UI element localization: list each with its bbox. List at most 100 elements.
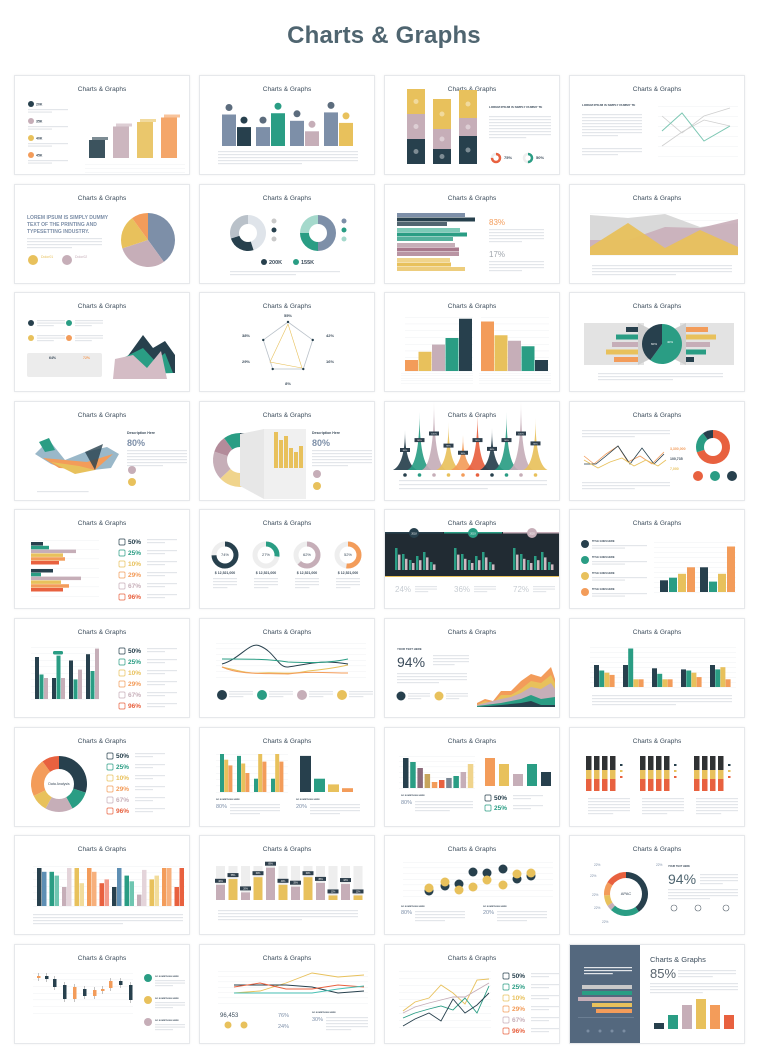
- slide-thumbnail[interactable]: Charts & Graphs Description Here 80%: [14, 400, 190, 501]
- slide-thumbnail[interactable]: Charts & Graphs: [14, 835, 190, 936]
- slide-thumbnail[interactable]: Charts & Graphs 55% 42% 16% 8% 29% 38%: [199, 292, 375, 393]
- svg-text:8%: 8%: [285, 381, 291, 386]
- svg-text:76%: 76%: [278, 1013, 289, 1019]
- svg-text:25%: 25%: [116, 764, 129, 771]
- slide-thumbnail[interactable]: Charts & Graphs 64% 72%: [14, 292, 190, 393]
- slide-thumbnail[interactable]: Charts & Graphs SO SOMETHING HERE 80% SO SO…: [199, 726, 375, 827]
- chart-graphic: [218, 101, 358, 165]
- slide-thumbnail[interactable]: Charts & Graphs: [569, 726, 745, 827]
- slide-title: Charts & Graphs: [632, 86, 682, 93]
- svg-text:50%: 50%: [512, 973, 525, 980]
- svg-text:22%: 22%: [592, 893, 599, 897]
- svg-text:50%: 50%: [494, 795, 507, 802]
- slide-thumbnail[interactable]: Charts & Graphs 74% $ 12,521,000 27% $ 12,52…: [199, 509, 375, 610]
- slide-thumbnail[interactable]: Charts & Graphs 3,300,000 100,735 7,000: [569, 400, 745, 501]
- chart-graphic: YOUR TEXT HERE 94%: [396, 647, 555, 707]
- svg-text:TYPESETTING INDUSTRY.: TYPESETTING INDUSTRY.: [27, 229, 90, 235]
- svg-text:7,000: 7,000: [670, 467, 679, 471]
- chart-graphic: 55% 42% 16% 8% 29% 38%: [242, 313, 334, 386]
- slide-thumbnail[interactable]: Charts & Graphs SO SOMETHING HERE 80% SO SO…: [384, 835, 560, 936]
- slide-thumbnail[interactable]: Charts & Graphs: [569, 183, 745, 284]
- chart-graphic: [216, 642, 373, 700]
- svg-text:100%: 100%: [518, 433, 524, 435]
- slide-thumbnail[interactable]: Charts & Graphs APAC 22% 22% 22% 22% 22% 22% YOU…: [569, 835, 745, 936]
- slide-thumbnail[interactable]: Charts & Graphs 96,453 76% 24% SO SOMETHING …: [199, 943, 375, 1044]
- slide-thumbnail[interactable]: Charts & Graphs 80% 90% 100% 90% 90% 90% 80% 90%…: [384, 400, 560, 501]
- slide-title: Charts & Graphs: [77, 628, 127, 636]
- svg-text:$ 12,521,000: $ 12,521,000: [338, 571, 358, 575]
- slide-thumbnail[interactable]: Charts & Graphs 50% 25% 10% 29% 67% 96%: [384, 943, 560, 1044]
- chart-graphic: 64% 72%: [27, 320, 175, 380]
- slide-thumbnail[interactable]: Charts & Graphs 2018 24% 2019 36% 2020 72%: [384, 509, 560, 610]
- svg-text:12%: 12%: [356, 892, 361, 894]
- chart-graphic: 83% 17%: [397, 212, 544, 271]
- slide-title: Charts & Graphs: [262, 628, 312, 636]
- slide-thumbnail[interactable]: Charts & Graphs 85%: [569, 943, 745, 1044]
- svg-text:100%: 100%: [431, 433, 437, 435]
- chart-graphic: 80% 90% 100% 90% 90% 90% 80% 90% 100% 90%: [393, 401, 548, 489]
- svg-text:96%: 96%: [512, 1028, 525, 1035]
- svg-text:80%: 80%: [490, 449, 494, 451]
- svg-text:50%: 50%: [128, 648, 141, 655]
- svg-text:16%: 16%: [326, 359, 334, 364]
- slide-thumbnail[interactable]: Charts & Graphs: [569, 617, 745, 718]
- slide-thumbnail[interactable]: Charts & Graphs YOUR TEXT HERE 94%: [384, 617, 560, 718]
- svg-text:35K: 35K: [36, 120, 43, 124]
- svg-text:2018: 2018: [411, 533, 417, 536]
- chart-graphic: [586, 755, 738, 814]
- slide-thumbnail[interactable]: Charts & Graphs: [199, 617, 375, 718]
- svg-text:25%: 25%: [512, 984, 525, 991]
- slide-title: Charts & Graphs: [447, 737, 497, 745]
- svg-text:90%: 90%: [461, 453, 465, 455]
- svg-text:80%: 80%: [401, 800, 412, 806]
- slide-title: Charts & Graphs: [632, 846, 682, 854]
- slide-thumbnail[interactable]: Charts & Graphs SO SOMETHING HERE 80% 50% 25…: [384, 726, 560, 827]
- svg-text:96%: 96%: [128, 594, 141, 601]
- svg-text:55%: 55%: [284, 313, 292, 318]
- chart-graphic: 50% 25% 10% 29% 67% 96%: [31, 539, 177, 601]
- svg-text:90%: 90%: [475, 440, 479, 442]
- slide-thumbnail[interactable]: Charts & Graphs SO SOMETHING HERE SO SOMET…: [14, 943, 190, 1044]
- slide-thumbnail[interactable]: Charts & Graphs 50% 25% 10% 29% 67% 96%: [14, 509, 190, 610]
- chart-graphic: 85%: [578, 966, 738, 1033]
- svg-text:$ 12,521,000: $ 12,521,000: [256, 571, 276, 575]
- svg-text:50%: 50%: [128, 539, 141, 546]
- slide-title: Charts & Graphs: [77, 737, 127, 745]
- svg-text:TITLE GOES HERE: TITLE GOES HERE: [592, 588, 615, 591]
- svg-text:Description Here: Description Here: [312, 431, 340, 435]
- svg-text:55%: 55%: [231, 875, 236, 877]
- slide-thumbnail[interactable]: Charts & Graphs 83% 17%: [384, 183, 560, 284]
- chart-graphic: TITLE GOES HERE TITLE GOES HERE TITLE GOES…: [581, 540, 736, 598]
- svg-text:29%: 29%: [512, 1006, 525, 1013]
- slide-thumbnail[interactable]: Charts & Graphs: [199, 75, 375, 175]
- svg-text:60%: 60%: [256, 873, 261, 875]
- slide-thumbnail[interactable]: Charts & Graphs 50% 25% 10% 29% 67% 96%: [14, 617, 190, 718]
- svg-text:17%: 17%: [489, 250, 505, 259]
- svg-text:SO SOMETHING HERE: SO SOMETHING HERE: [155, 998, 179, 1000]
- svg-text:Data Analysis: Data Analysis: [48, 782, 69, 786]
- svg-text:96,453: 96,453: [220, 1013, 239, 1019]
- slide-thumbnail[interactable]: Charts & Graphs 60% 40%: [569, 292, 745, 393]
- slide-thumbnail[interactable]: Charts & Graphs LOREM IPSUM IS SIMPLY DUM…: [569, 75, 745, 175]
- slide-thumbnail[interactable]: Charts & Graphs: [384, 292, 560, 393]
- slide-thumbnail[interactable]: Charts & Graphs 40% 55% 20% 60% 85% 40% 35% 60% 4…: [199, 835, 375, 936]
- chart-graphic: [33, 866, 185, 925]
- slide-thumbnail[interactable]: Charts & Graphs Description Here 80%: [199, 400, 375, 501]
- svg-text:20%: 20%: [296, 804, 307, 810]
- slide-thumbnail[interactable]: Charts & Graphs LOREM IPSUM IS SIMPLY DUM…: [384, 75, 560, 175]
- slide-thumbnail[interactable]: Charts & Graphs TITLE GOES HERE TITLE GOES…: [569, 509, 745, 610]
- svg-text:60%: 60%: [651, 342, 657, 346]
- slide-thumbnail[interactable]: Charts & Graphs LOREM IPSUM IS SIMPLY DUM…: [14, 183, 190, 284]
- svg-text:80%: 80%: [127, 438, 145, 448]
- svg-text:2019: 2019: [470, 533, 476, 536]
- slide-thumbnail[interactable]: Charts & Graphs Data Analysis 50% 25% 10% 29%…: [14, 726, 190, 827]
- slide-title: Charts & Graphs: [262, 194, 312, 202]
- slide-thumbnail[interactable]: Charts & Graphs 20K 35K 40K 45K: [14, 75, 190, 175]
- slide-title: Charts & Graphs: [650, 954, 706, 964]
- svg-text:50%: 50%: [536, 155, 544, 160]
- svg-text:10%: 10%: [116, 775, 129, 782]
- chart-graphic: 200K 155K: [230, 214, 347, 275]
- slide-thumbnail[interactable]: Charts & Graphs 200K 155K: [199, 183, 375, 284]
- chart-graphic: [401, 317, 551, 384]
